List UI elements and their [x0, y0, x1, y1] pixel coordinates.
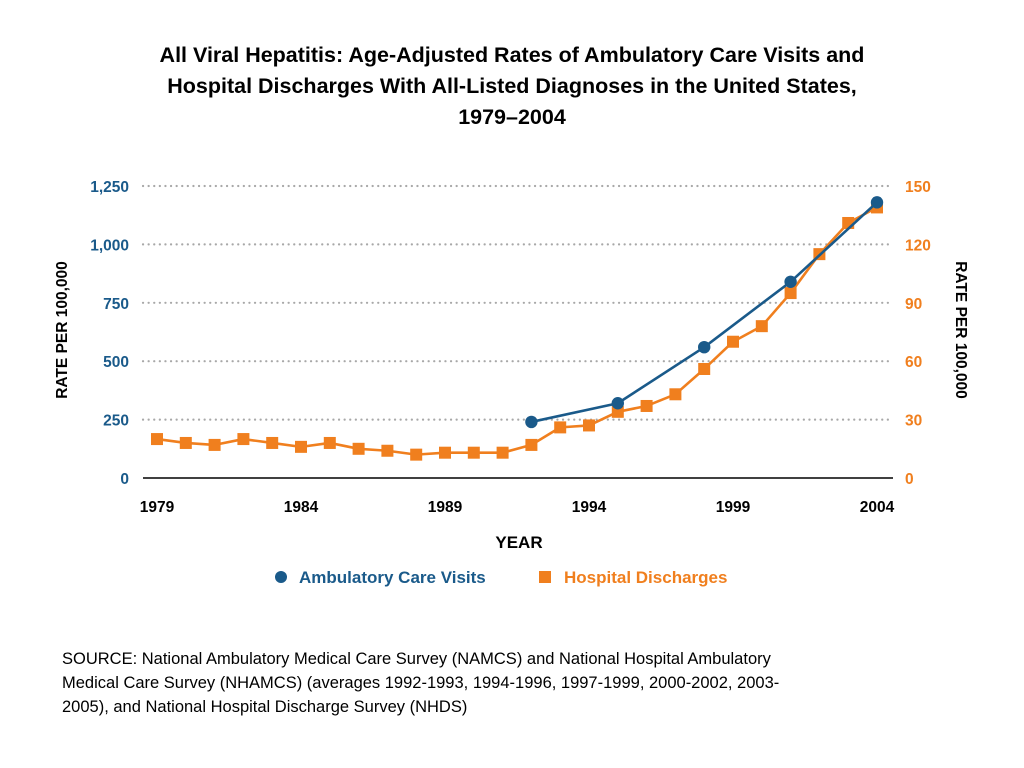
x-tick-label: 1989: [428, 499, 463, 516]
hospital-point: [583, 419, 595, 432]
source-line-1: SOURCE: National Ambulatory Medical Care…: [62, 650, 771, 668]
x-axis-tick-labels: 1979 1984 1989 1994 1999 2004: [140, 499, 895, 516]
hospital-point: [784, 287, 797, 300]
y-axis-label-right: RATE PER 100,000: [952, 261, 969, 399]
gridlines: [141, 184, 895, 479]
source-line-3: 2005), and National Hospital Discharge S…: [62, 698, 468, 716]
hospital-point: [208, 438, 221, 451]
hospital-point: [179, 436, 192, 449]
right-tick-label: 0: [905, 471, 914, 488]
right-tick-label: 60: [905, 354, 922, 371]
legend-label-ambulatory: Ambulatory Care Visits: [299, 568, 486, 587]
title-line-3: 1979–2004: [458, 105, 566, 129]
hospital-point: [352, 442, 365, 455]
ambulatory-point: [698, 340, 711, 354]
hospital-point: [727, 335, 739, 348]
hospital-point: [295, 440, 307, 453]
hospital-point: [467, 446, 480, 459]
title-line-1: All Viral Hepatitis: Age-Adjusted Rates …: [159, 43, 865, 67]
legend-marker-ambulatory: [275, 571, 287, 583]
x-tick-label: 1999: [716, 499, 751, 516]
left-tick-label: 500: [103, 354, 129, 371]
x-axis-label: YEAR: [495, 533, 542, 552]
legend: Ambulatory Care Visits Hospital Discharg…: [275, 568, 727, 587]
source-line-2: Medical Care Survey (NHAMCS) (averages 1…: [62, 674, 780, 692]
hospital-point: [266, 436, 279, 449]
hospital-point: [755, 320, 768, 333]
hospital-series-line: [156, 206, 878, 456]
hospital-point: [151, 433, 163, 446]
ambulatory-point: [870, 196, 884, 209]
hospital-point: [554, 421, 567, 434]
right-axis-tick-labels: 0 30 60 90 120 150: [905, 179, 931, 488]
source-note: SOURCE: National Ambulatory Medical Care…: [62, 647, 967, 719]
x-tick-label: 1984: [284, 499, 319, 516]
right-tick-label: 30: [905, 413, 922, 430]
ambulatory-point: [784, 275, 797, 288]
left-tick-label: 750: [103, 296, 129, 313]
hospital-point: [698, 362, 711, 375]
hospital-point: [323, 436, 336, 449]
hospital-point: [237, 433, 250, 446]
right-tick-label: 150: [905, 179, 931, 196]
left-tick-label: 1,250: [90, 179, 129, 196]
hospital-point: [669, 388, 682, 401]
x-tick-label: 1994: [572, 499, 607, 516]
legend-marker-hospital: [539, 571, 551, 583]
hospital-point: [410, 448, 423, 461]
hospital-point: [611, 405, 624, 418]
x-tick-label: 1979: [140, 499, 175, 516]
y-axis-label-left: RATE PER 100,000: [54, 261, 71, 399]
ambulatory-series-line: [531, 201, 878, 424]
left-tick-label: 250: [103, 413, 129, 430]
hospital-point: [381, 444, 394, 457]
title-line-2: Hospital Discharges With All-Listed Diag…: [167, 74, 857, 98]
hospital-point: [439, 446, 451, 459]
left-axis-tick-labels: 0 250 500 750 1,000 1,250: [90, 179, 129, 488]
left-tick-label: 1,000: [90, 237, 129, 254]
left-tick-label: 0: [120, 471, 129, 488]
legend-label-hospital: Hospital Discharges: [564, 568, 727, 587]
right-tick-label: 120: [905, 237, 931, 254]
ambulatory-point: [611, 397, 624, 410]
hospital-point: [496, 446, 509, 459]
hospital-point: [525, 438, 538, 451]
series-layer: [151, 196, 884, 461]
hospital-point: [640, 399, 653, 412]
ambulatory-point: [525, 415, 538, 429]
right-tick-label: 90: [905, 296, 922, 313]
page-title: All Viral Hepatitis: Age-Adjusted Rates …: [40, 40, 984, 133]
x-tick-label: 2004: [860, 499, 895, 516]
